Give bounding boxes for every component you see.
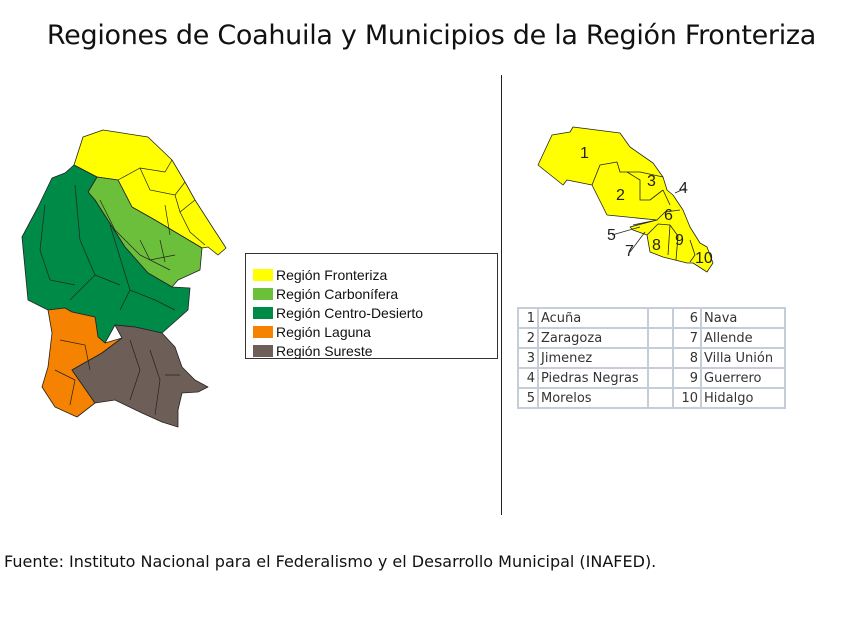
- muni-name: Acuña: [537, 307, 649, 329]
- legend-item: Región Laguna: [253, 322, 497, 341]
- legend-label: Región Laguna: [276, 323, 371, 340]
- map-label-10: 10: [695, 250, 713, 267]
- legend-label: Región Fronteriza: [276, 266, 388, 283]
- muni-number: 6: [672, 307, 702, 329]
- muni-name: Zaragoza: [537, 327, 649, 349]
- muni-number: 4: [517, 367, 539, 389]
- empty-cell: [647, 387, 674, 409]
- legend-item: Región Fronteriza: [253, 265, 497, 284]
- region-centro-desierto: [21, 164, 191, 344]
- muni-number: 7: [672, 327, 702, 349]
- muni-number: 10: [672, 387, 702, 409]
- muni-name: Hidalgo: [700, 387, 786, 409]
- muni-name: Villa Unión: [700, 347, 786, 369]
- municipalities-table: 1 Acuña 6 Nava 2 Zaragoza 7 Allende 3 Jimenez 8 V…: [517, 307, 786, 409]
- legend-swatch: [253, 344, 273, 357]
- muni-name: Piedras Negras: [537, 367, 649, 389]
- legend-swatch: [253, 306, 273, 319]
- muni-number: 9: [672, 367, 702, 389]
- muni-number: 2: [517, 327, 539, 349]
- map-label-9: 9: [675, 232, 684, 249]
- table-row: 1 Acuña 6 Nava: [517, 307, 786, 329]
- legend-item: Región Sureste: [253, 341, 497, 360]
- empty-cell: [647, 347, 674, 369]
- empty-cell: [647, 327, 674, 349]
- table-row: 5 Morelos 10 Hidalgo: [517, 387, 786, 409]
- muni-name: Morelos: [537, 387, 649, 409]
- muni-name: Guerrero: [700, 367, 786, 389]
- map-label-3: 3: [647, 173, 656, 190]
- map-label-1: 1: [580, 145, 589, 162]
- muni-name: Allende: [700, 327, 786, 349]
- muni-number: 5: [517, 387, 539, 409]
- muni-number: 8: [672, 347, 702, 369]
- source-note: Fuente: Instituto Nacional para el Feder…: [4, 552, 657, 571]
- divider-line: [501, 75, 502, 515]
- page-title: Regiones de Coahuila y Municipios de la …: [46, 20, 817, 51]
- region-sureste: [71, 324, 209, 428]
- map-label-2: 2: [616, 187, 625, 204]
- legend-item: Región Centro-Desierto: [253, 303, 497, 322]
- table-row: 2 Zaragoza 7 Allende: [517, 327, 786, 349]
- map-label-6: 6: [664, 207, 673, 224]
- legend-swatch: [253, 287, 273, 300]
- table-row: 4 Piedras Negras 9 Guerrero: [517, 367, 786, 389]
- map-label-4: 4: [679, 180, 688, 197]
- municipality-borders: [39, 159, 206, 416]
- table-row: 3 Jimenez 8 Villa Unión: [517, 347, 786, 369]
- legend-swatch: [253, 325, 273, 338]
- empty-cell: [647, 367, 674, 389]
- muni-name: Jimenez: [537, 347, 649, 369]
- legend-swatch: [253, 268, 273, 281]
- frontier-municipalities-map: [537, 126, 714, 273]
- muni-number: 1: [517, 307, 539, 329]
- legend-label: Región Carbonífera: [276, 285, 399, 302]
- empty-cell: [647, 307, 674, 329]
- map-legend: Región Fronteriza Región Carbonífera Reg…: [245, 253, 498, 359]
- legend-label: Región Centro-Desierto: [276, 304, 424, 321]
- muni-number: 3: [517, 347, 539, 369]
- muni-name: Nava: [700, 307, 786, 329]
- map-label-8: 8: [652, 237, 661, 254]
- map-label-5: 5: [607, 227, 616, 244]
- map-label-7: 7: [625, 243, 634, 260]
- legend-item: Región Carbonífera: [253, 284, 497, 303]
- legend-label: Región Sureste: [276, 342, 373, 359]
